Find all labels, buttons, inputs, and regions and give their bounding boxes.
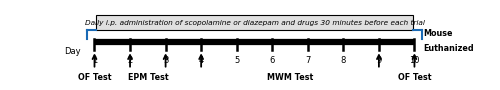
Text: 7: 7 — [305, 56, 310, 65]
Bar — [96, 15, 412, 30]
Text: 3: 3 — [163, 56, 168, 65]
Text: MWM Test: MWM Test — [267, 73, 313, 82]
Text: Mouse: Mouse — [424, 29, 453, 38]
Text: OF Test: OF Test — [398, 73, 431, 82]
Text: 8: 8 — [340, 56, 346, 65]
Text: 6: 6 — [270, 56, 275, 65]
Text: 4: 4 — [198, 56, 204, 65]
Text: OF Test: OF Test — [78, 73, 111, 82]
Text: Daily i.p. administration of scopolamine or diazepam and drugs 30 minutes before: Daily i.p. administration of scopolamine… — [84, 20, 424, 26]
Text: 2: 2 — [128, 56, 132, 65]
Text: 5: 5 — [234, 56, 239, 65]
Text: EPM Test: EPM Test — [128, 73, 168, 82]
Text: Euthanized: Euthanized — [424, 44, 474, 53]
Text: 9: 9 — [376, 56, 382, 65]
Text: 10: 10 — [409, 56, 420, 65]
Text: 1: 1 — [92, 56, 97, 65]
Text: Day: Day — [64, 47, 81, 56]
